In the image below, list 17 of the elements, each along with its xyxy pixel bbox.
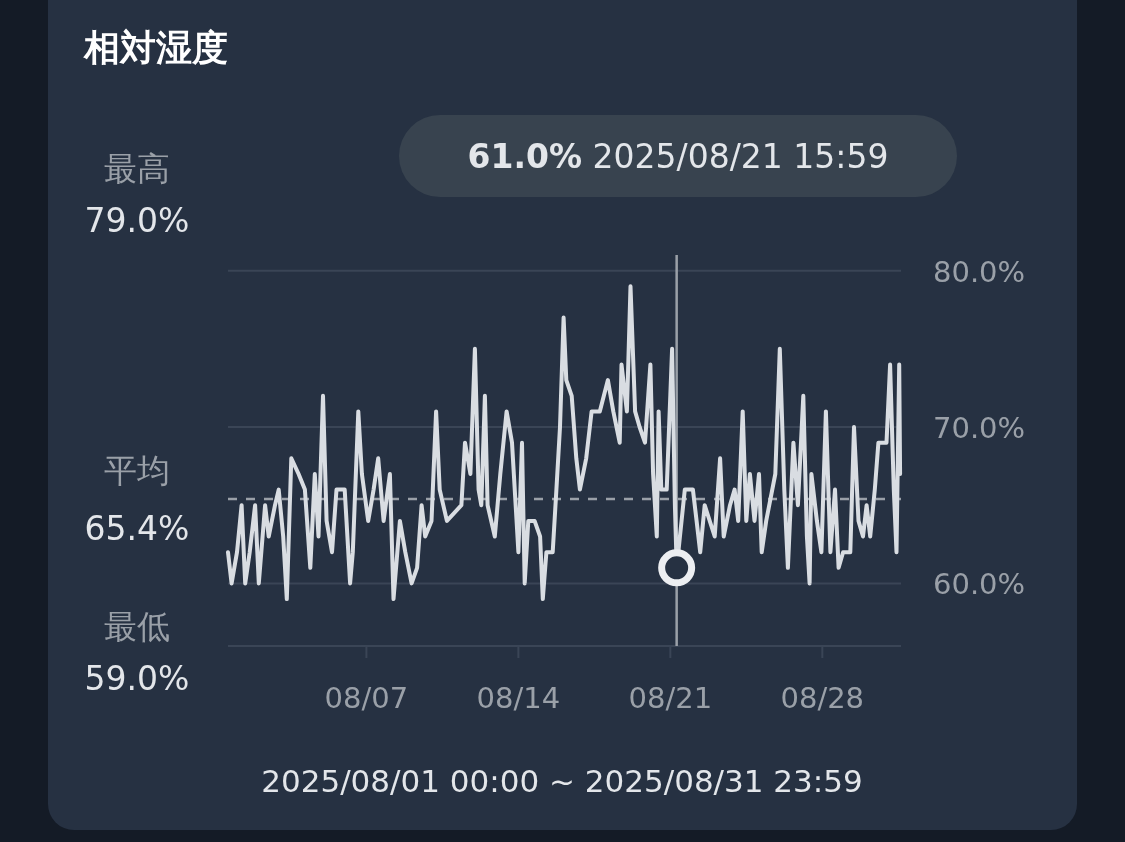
- y-tick-label: 70.0%: [933, 411, 1026, 446]
- text: 2025/08/01 00:00 ~ 2025/08/31 23:59: [261, 763, 863, 799]
- x-tick-label: 08/14: [476, 681, 561, 715]
- text: 最低: [104, 607, 170, 646]
- text: 最高: [104, 149, 170, 188]
- x-tick-label: 08/21: [628, 681, 713, 715]
- text: 平均: [104, 451, 170, 490]
- x-tick-label: 08/07: [324, 681, 409, 715]
- text: 79.0%: [84, 201, 190, 240]
- y-tick-label: 80.0%: [933, 254, 1026, 289]
- line-series: [226, 284, 903, 602]
- text: 65.4%: [84, 509, 190, 548]
- x-tick-label: 08/28: [780, 681, 865, 715]
- chart-title: 相対湿度: [83, 27, 228, 68]
- text: 59.0%: [84, 659, 190, 698]
- text: 61.0% 2025/08/21 15:59: [467, 137, 889, 176]
- y-tick-label: 60.0%: [933, 567, 1026, 602]
